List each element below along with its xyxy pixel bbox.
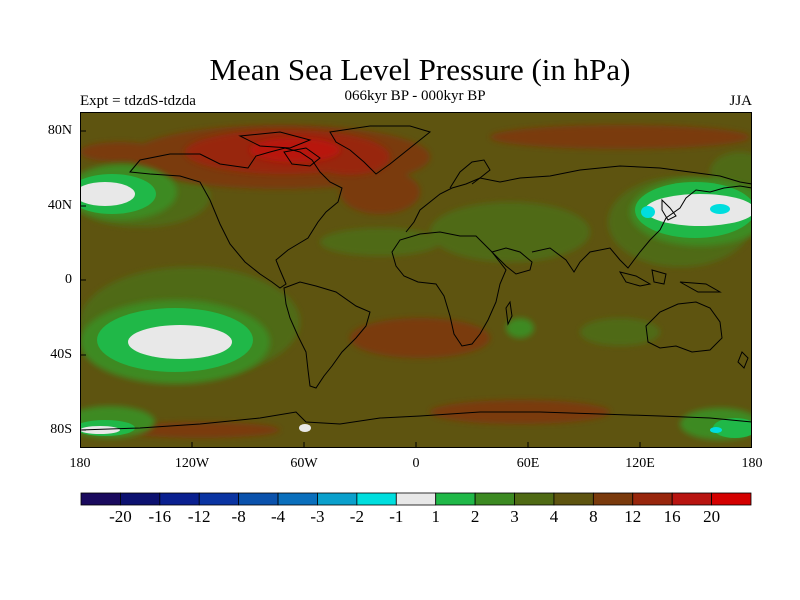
lat-label-40n: 40N	[47, 198, 72, 213]
colorbar-swatch	[317, 492, 358, 506]
colorbar-swatch	[395, 492, 437, 506]
colorbar-label: 1	[431, 507, 440, 526]
colorbar-label: 12	[624, 507, 642, 526]
colorbar-swatch	[277, 492, 318, 506]
colorbar-label: -3	[310, 507, 325, 526]
lat-label-80s: 80S	[50, 422, 72, 437]
colorbar-label: -2	[349, 507, 364, 526]
colorbar-label: 2	[470, 507, 480, 526]
colorbar-swatch	[553, 492, 594, 506]
lon-label-180e: 180	[741, 456, 763, 471]
colorbar-swatch	[238, 492, 279, 506]
colorbar-label: -12	[187, 507, 211, 526]
chart-subtitle: 066kyr BP - 000kyr BP	[344, 88, 486, 104]
lon-label-120w: 120W	[174, 456, 210, 471]
season-label: JJA	[729, 93, 752, 109]
colorbar	[80, 492, 752, 506]
lon-label-120e: 120E	[625, 456, 655, 471]
colorbar-label: -8	[231, 507, 246, 526]
experiment-label: Expt = tdzdS-tdzda	[80, 93, 196, 109]
chart-title: Mean Sea Level Pressure (in hPa)	[209, 52, 631, 87]
colorbar-swatch	[474, 492, 515, 506]
field-negative-patches	[641, 204, 730, 433]
colorbar-label: -16	[148, 507, 172, 526]
colorbar-swatch	[356, 492, 397, 506]
colorbar-swatch	[671, 492, 712, 506]
colorbar-label: 20	[703, 507, 721, 526]
colorbar-swatch	[120, 492, 161, 506]
colorbar-label: -20	[109, 507, 132, 526]
lat-label-40s: 40S	[50, 347, 72, 362]
colorbar-swatch	[159, 492, 200, 506]
lon-label-60e: 60E	[516, 456, 540, 471]
colorbar-label: -1	[389, 507, 404, 526]
lon-label-180w: 180	[69, 456, 91, 471]
colorbar-swatch	[80, 492, 121, 506]
colorbar-swatch	[198, 492, 240, 506]
lat-label-80n: 80N	[47, 123, 72, 138]
pressure-map	[80, 112, 752, 448]
lon-label-0: 0	[412, 456, 420, 471]
coastlines	[80, 125, 752, 431]
lon-label-60w: 60W	[290, 456, 318, 471]
colorbar-label: 3	[510, 507, 519, 526]
colorbar-swatch	[632, 492, 673, 506]
colorbar-label: -4	[270, 507, 286, 526]
lat-label-eq: 0	[65, 272, 72, 287]
colorbar-label: 16	[663, 507, 681, 526]
colorbar-label: 8	[589, 507, 598, 526]
colorbar-swatch	[514, 492, 555, 506]
colorbar-swatch	[711, 492, 752, 506]
colorbar-label: 4	[549, 507, 559, 526]
colorbar-swatch	[435, 492, 476, 506]
colorbar-swatch	[592, 492, 634, 506]
